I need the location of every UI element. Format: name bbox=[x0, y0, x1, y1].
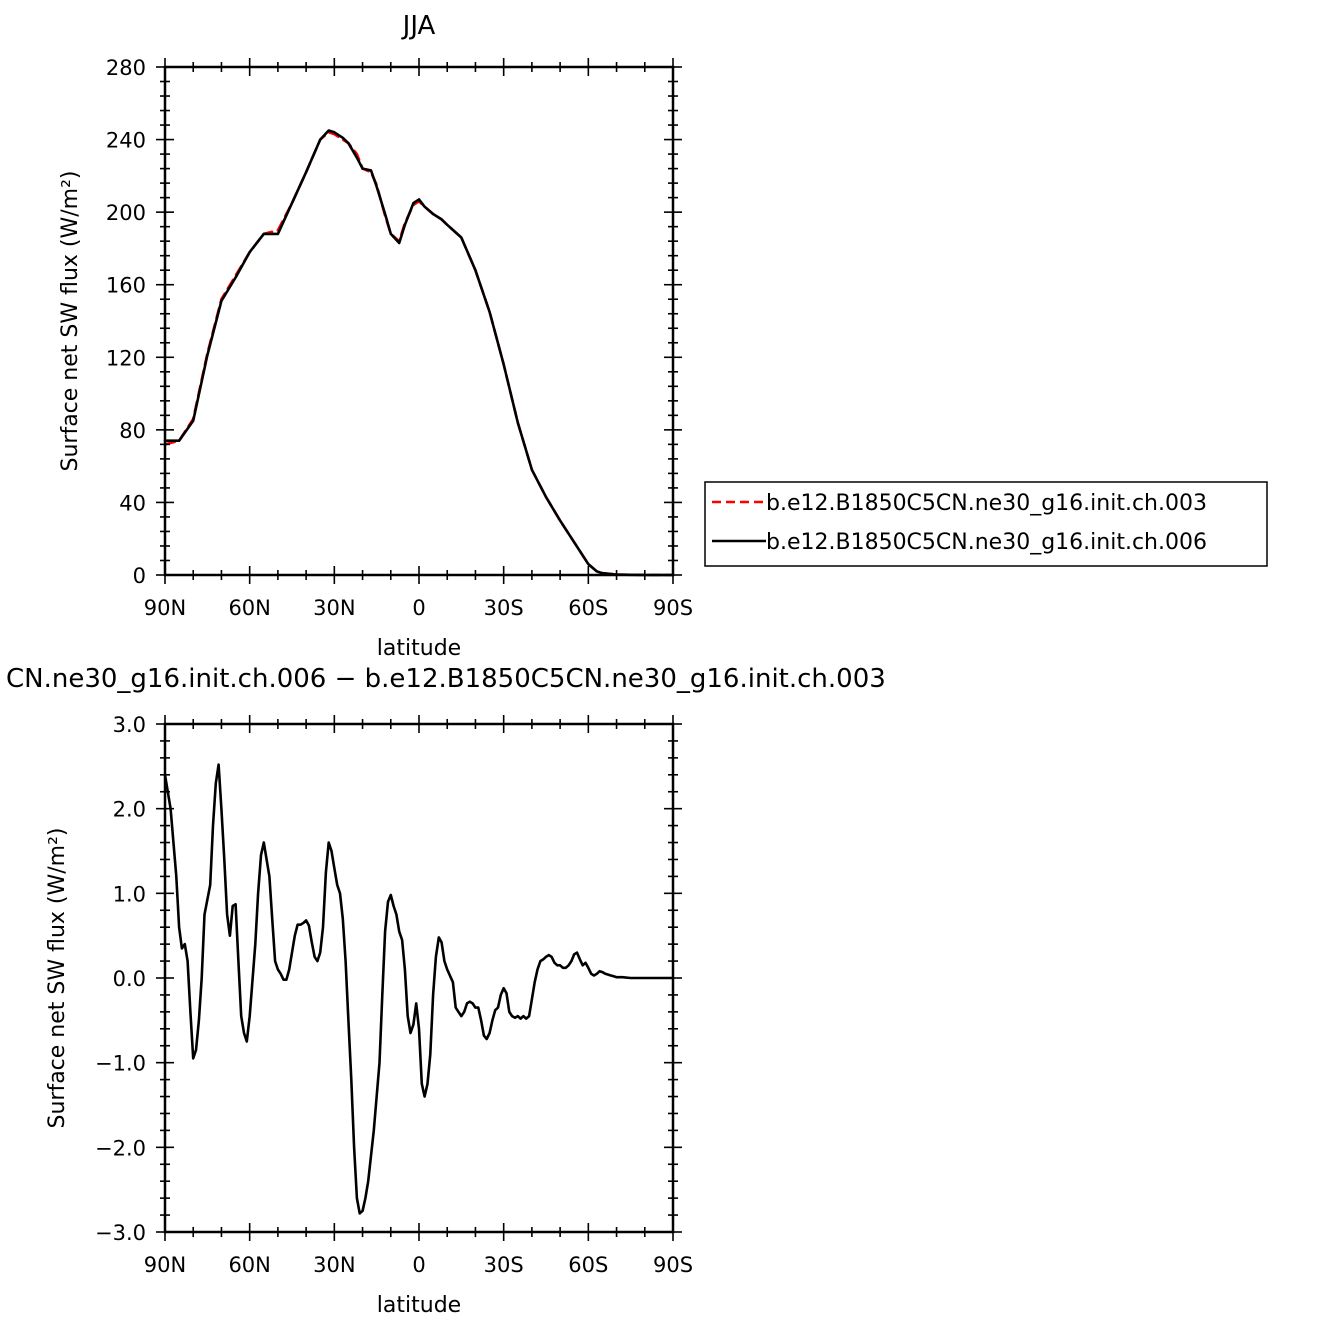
top-y-tick-label: 0 bbox=[133, 564, 146, 588]
bottom-plot-lines bbox=[163, 763, 675, 1215]
bottom-y-tick-label: 2.0 bbox=[113, 798, 146, 822]
top-x-axis-label: latitude bbox=[377, 636, 461, 661]
legend-box bbox=[704, 481, 1268, 567]
top-series-line-2 bbox=[163, 129, 675, 577]
bottom-y-tick-label: 0.0 bbox=[113, 967, 146, 991]
top-y-tick-label: 80 bbox=[119, 419, 146, 443]
bottom-y-tick-label: 3.0 bbox=[113, 713, 146, 737]
bottom-x-axis-label: latitude bbox=[377, 1293, 461, 1318]
bottom-y-axis-label: Surface net SW flux (W/m²) bbox=[45, 827, 70, 1128]
legend: b.e12.B1850C5CN.ne30_g16.init.ch.003 b.e… bbox=[704, 481, 1268, 567]
top-chart-title: JJA bbox=[401, 11, 436, 41]
bottom-panel: CN.ne30_g16.init.ch.006 − b.e12.B1850C5C… bbox=[6, 664, 886, 1318]
bottom-chart-title: CN.ne30_g16.init.ch.006 − b.e12.B1850C5C… bbox=[6, 664, 886, 694]
bottom-axis-ticks: 90N 60N 30N 0 30S 60S 90S −3.0 −2.0 −1.0 0.0 1.0 2.0… bbox=[95, 713, 693, 1277]
top-y-tick-label: 240 bbox=[106, 129, 146, 153]
top-y-tick-label: 120 bbox=[106, 346, 146, 370]
top-axis-ticks: 90N 60N 30N 0 30S 60S 90S 0 40 80 120 160 200 240 280 bbox=[106, 56, 693, 620]
bottom-x-tick-label: 60S bbox=[568, 1253, 608, 1277]
bottom-y-tick-label: −2.0 bbox=[95, 1136, 146, 1160]
top-y-tick-label: 280 bbox=[106, 56, 146, 80]
top-x-tick-label: 90S bbox=[653, 596, 693, 620]
legend-label-series-1: b.e12.B1850C5CN.ne30_g16.init.ch.003 bbox=[766, 491, 1207, 516]
top-x-tick-label: 30S bbox=[484, 596, 524, 620]
top-series-line-1 bbox=[163, 131, 675, 577]
top-y-tick-label: 40 bbox=[119, 491, 146, 515]
top-plot-frame bbox=[163, 65, 675, 577]
top-x-tick-label: 30N bbox=[313, 596, 355, 620]
bottom-plot-frame bbox=[163, 722, 675, 1234]
bottom-x-tick-label: 30N bbox=[313, 1253, 355, 1277]
bottom-y-tick-label: 1.0 bbox=[113, 882, 146, 906]
top-y-tick-label: 160 bbox=[106, 274, 146, 298]
bottom-x-tick-label: 30S bbox=[484, 1253, 524, 1277]
bottom-x-tick-label: 90S bbox=[653, 1253, 693, 1277]
top-x-tick-label: 60N bbox=[228, 596, 270, 620]
legend-label-series-2: b.e12.B1850C5CN.ne30_g16.init.ch.006 bbox=[766, 530, 1207, 555]
top-y-axis-label: Surface net SW flux (W/m²) bbox=[58, 170, 83, 471]
top-x-tick-label: 60S bbox=[568, 596, 608, 620]
bottom-x-tick-label: 90N bbox=[144, 1253, 186, 1277]
top-x-tick-label: 0 bbox=[412, 596, 425, 620]
top-plot-lines bbox=[163, 129, 675, 577]
bottom-x-tick-label: 60N bbox=[228, 1253, 270, 1277]
top-x-tick-label: 90N bbox=[144, 596, 186, 620]
bottom-y-tick-label: −3.0 bbox=[95, 1221, 146, 1245]
top-panel: JJA 90N 60N 30N 0 30S 60S 90S 0 40 80 120 160 200 240… bbox=[58, 11, 693, 661]
bottom-y-tick-label: −1.0 bbox=[95, 1052, 146, 1076]
top-y-tick-label: 200 bbox=[106, 201, 146, 225]
bottom-series-line-1 bbox=[163, 763, 675, 1215]
bottom-x-tick-label: 0 bbox=[412, 1253, 425, 1277]
